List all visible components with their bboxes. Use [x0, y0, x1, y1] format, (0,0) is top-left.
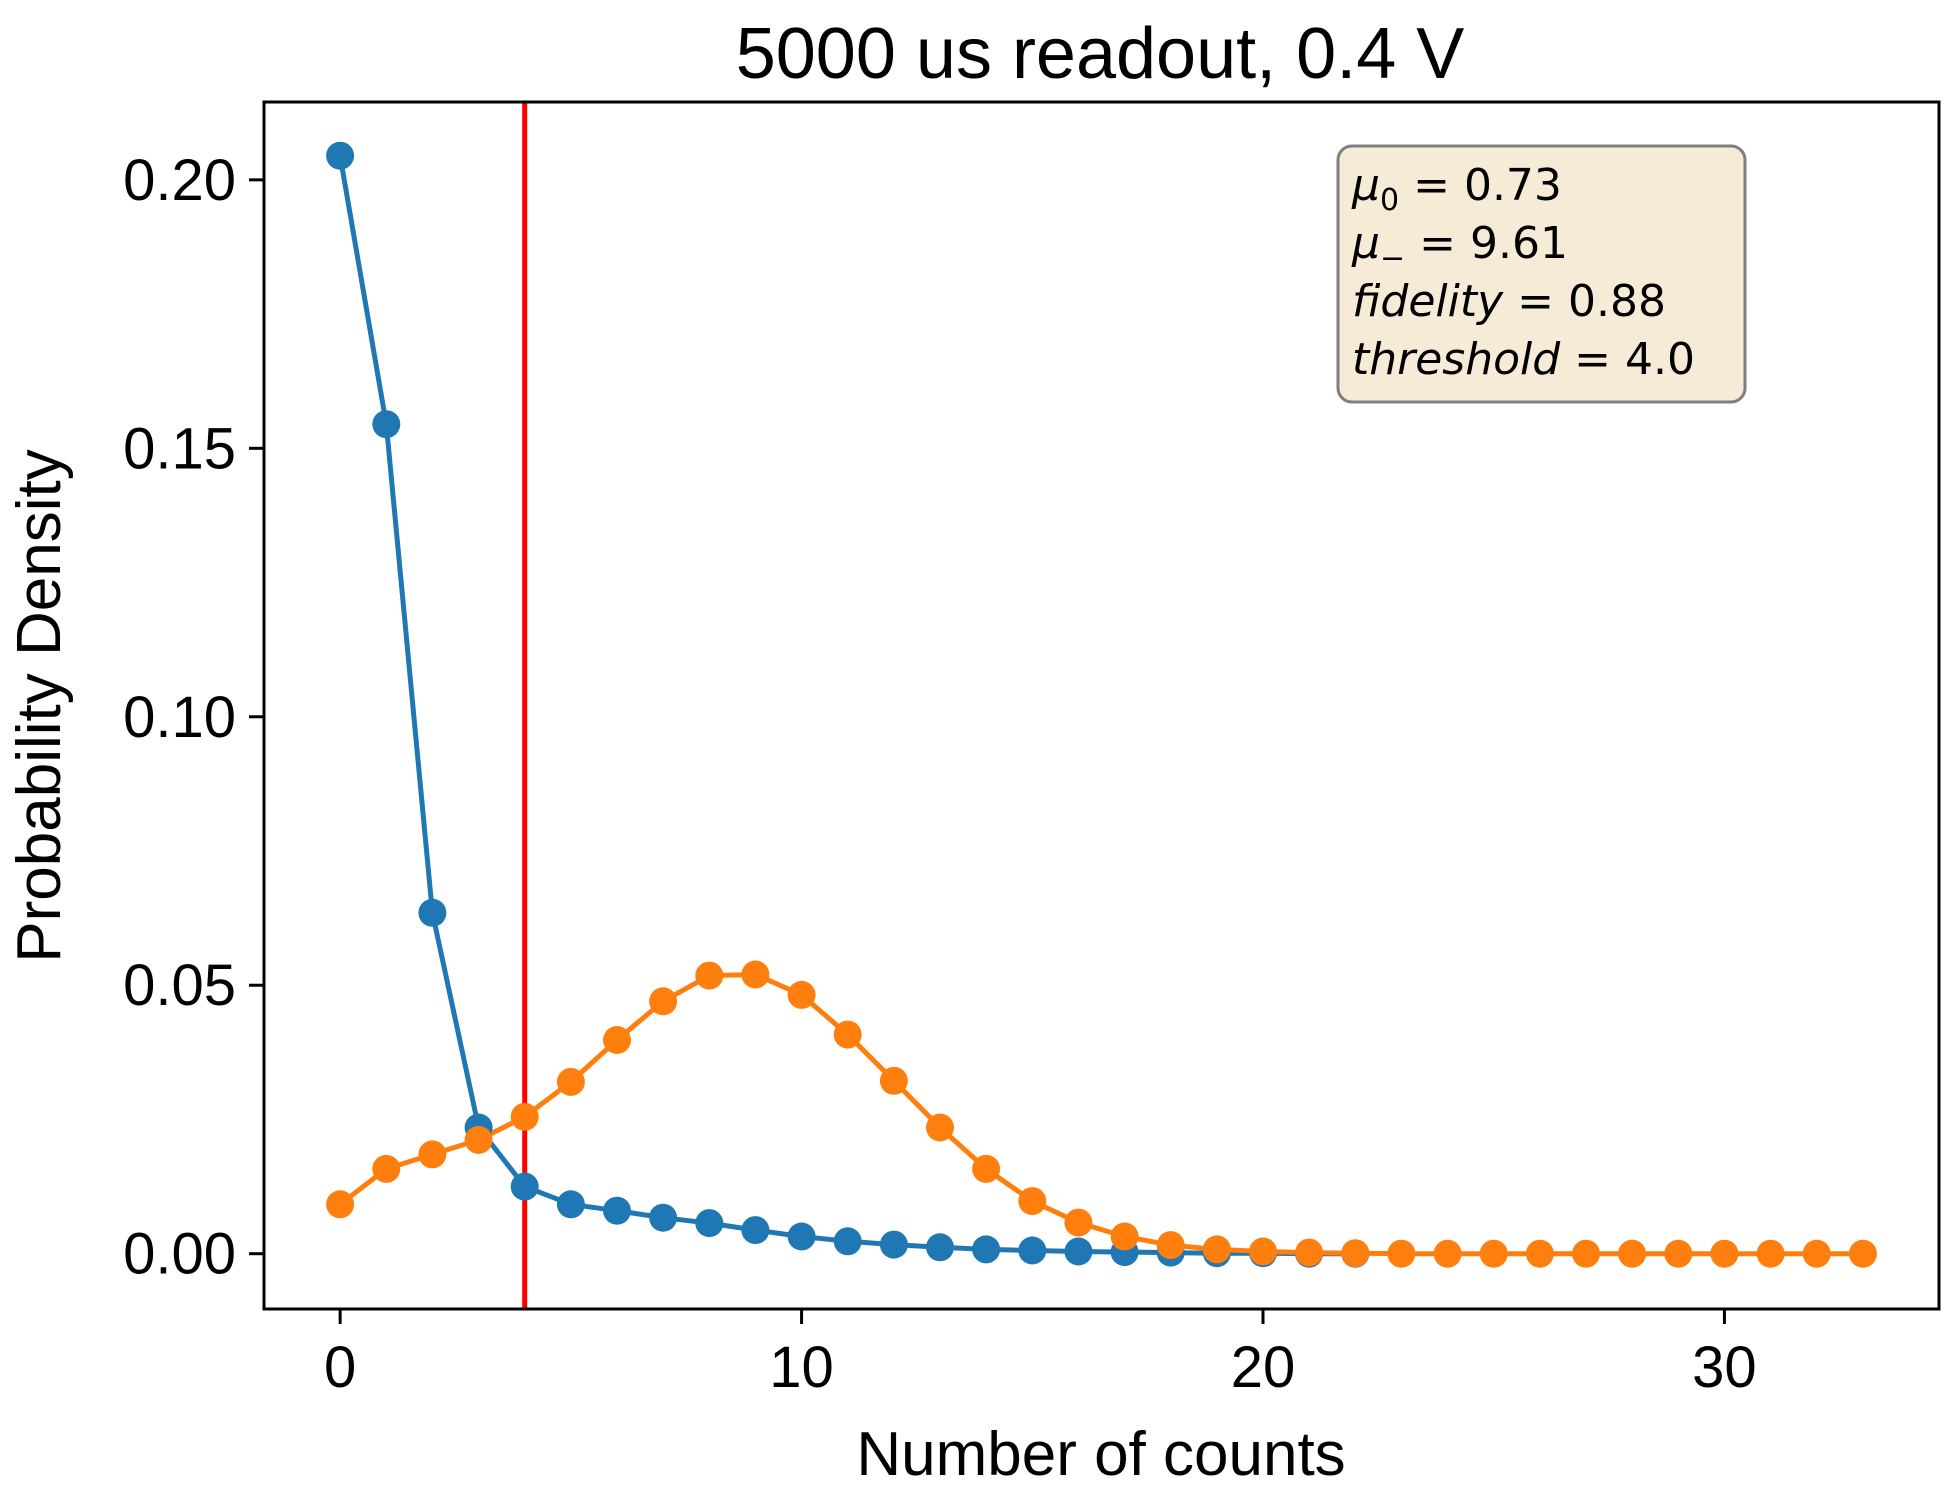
series-2-point — [418, 1140, 447, 1169]
series-2-point — [833, 1020, 862, 1049]
series-2-point — [556, 1067, 585, 1096]
x-tick-label: 10 — [769, 1335, 834, 1400]
series-1-line — [337, 155, 1356, 1257]
y-axis: 0.00 0.05 0.10 0.15 0.20 — [123, 148, 264, 1287]
y-tick-label: 0.20 — [123, 148, 236, 213]
stats-line: threshold = 4.0 — [1352, 334, 1695, 385]
series-1-point — [326, 141, 355, 170]
series-1-point — [695, 1209, 724, 1238]
series-2-point — [1525, 1239, 1554, 1268]
plot-frame — [262, 100, 1941, 1311]
stats-line: μ0 = 0.73 — [1351, 160, 1562, 218]
series-2-point — [510, 1102, 539, 1131]
series-2-point — [1341, 1239, 1370, 1268]
y-axis-label: Probability Density — [5, 449, 74, 962]
series-2-point — [1572, 1239, 1600, 1268]
series-1-point — [418, 898, 447, 927]
y-tick-label: 0.15 — [123, 416, 236, 481]
y-tick-label: 0.10 — [123, 685, 236, 750]
series-2-point — [1156, 1231, 1185, 1260]
series-2-point — [1664, 1239, 1693, 1268]
series-2-point — [1710, 1239, 1739, 1268]
series-2-point — [741, 960, 770, 989]
series-2-point — [1802, 1239, 1831, 1268]
series-1-point — [879, 1230, 908, 1259]
series-1-point — [1018, 1236, 1047, 1265]
series-1-point — [1064, 1237, 1093, 1266]
series-1-point — [372, 410, 401, 439]
x-tick-label: 30 — [1692, 1335, 1757, 1400]
series-1-point — [787, 1222, 816, 1251]
series-1-point — [510, 1172, 539, 1201]
series-1-point — [603, 1196, 631, 1225]
series-1-point — [972, 1235, 1001, 1264]
series-2-point — [1110, 1222, 1139, 1251]
series-2-point — [926, 1113, 954, 1142]
series-1-point — [556, 1190, 585, 1219]
series-2-point — [464, 1125, 493, 1154]
series-1-point — [741, 1216, 770, 1245]
series-2-point — [1848, 1239, 1877, 1268]
series-2-point — [972, 1154, 1001, 1183]
series-1-point — [833, 1227, 862, 1256]
series-2-point — [1064, 1208, 1093, 1237]
series-2-point — [1018, 1187, 1047, 1216]
series-2-point — [372, 1154, 401, 1183]
series-2-point — [787, 980, 816, 1009]
y-tick-label: 0.00 — [123, 1222, 236, 1287]
series-2-point — [1479, 1239, 1508, 1268]
series-1-point — [926, 1233, 954, 1262]
series-2-point — [695, 961, 724, 990]
series-2-point — [1202, 1235, 1231, 1264]
x-axis: 0 10 20 30 — [324, 1309, 1757, 1400]
x-tick-label: 20 — [1231, 1335, 1296, 1400]
series-2-point — [879, 1066, 908, 1095]
series-2-point — [326, 1190, 355, 1219]
x-tick-label: 0 — [324, 1335, 356, 1400]
plot-area — [326, 102, 1877, 1309]
stats-line: μ− = 9.61 — [1351, 218, 1568, 276]
series-2-point — [1756, 1239, 1785, 1268]
series-2-line — [338, 972, 1863, 1257]
series-2-point — [1295, 1238, 1324, 1267]
series-1-point — [649, 1203, 678, 1232]
x-axis-label: Number of counts — [856, 1420, 1345, 1489]
series-2-point — [1433, 1239, 1462, 1268]
y-tick-label: 0.05 — [123, 953, 236, 1018]
series-2-point — [1618, 1239, 1647, 1268]
chart-title: 5000 us readout, 0.4 V — [736, 14, 1465, 94]
stats-line: fidelity = 0.88 — [1352, 276, 1666, 327]
series-2-point — [1249, 1237, 1277, 1266]
series-2-point — [649, 987, 678, 1016]
series-2-point — [1387, 1239, 1416, 1268]
series-2-point — [603, 1026, 631, 1054]
stats-box-background — [1336, 144, 1747, 404]
